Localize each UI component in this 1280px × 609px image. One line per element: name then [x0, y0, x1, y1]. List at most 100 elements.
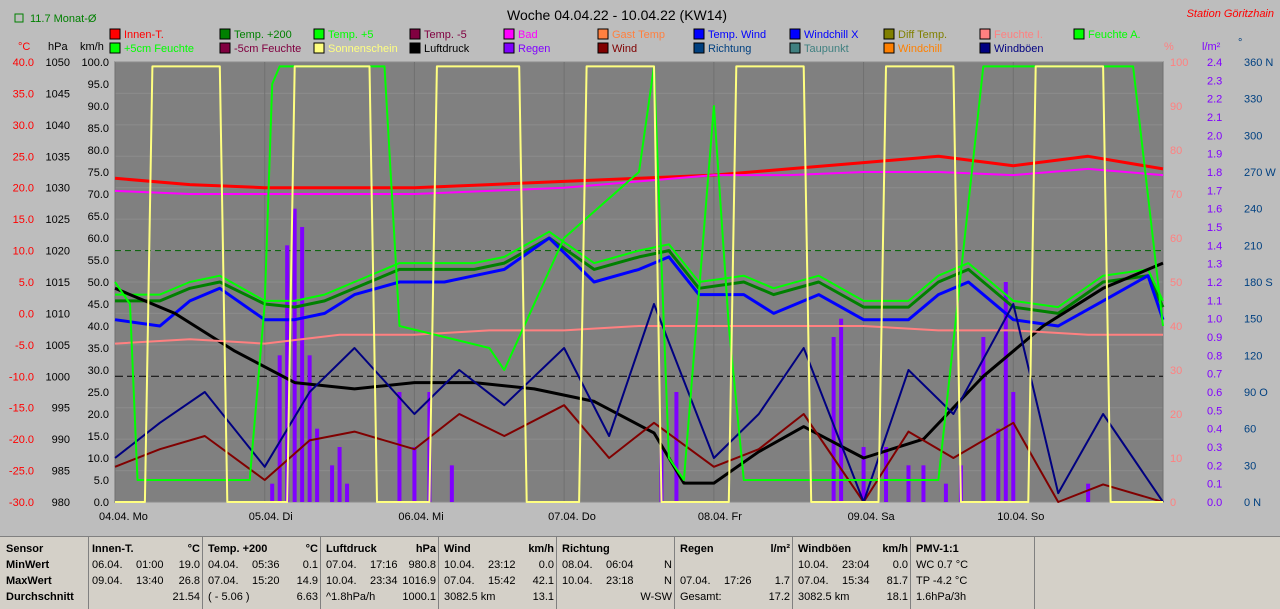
stats-cell: ^1.8hPa/h — [326, 591, 376, 603]
tick-hpa: 1010 — [46, 308, 70, 320]
tick-hpa: 980 — [52, 497, 70, 509]
tick-rain: 2.0 — [1207, 130, 1222, 142]
stats-cell: 07.04. — [444, 575, 475, 587]
stats-cell: ( - 5.06 ) — [208, 591, 250, 603]
rain-bar — [330, 465, 335, 502]
stats-cell: 17:16 — [370, 559, 398, 571]
legend-swatch — [693, 28, 705, 40]
tick-kmh: 10.0 — [88, 453, 109, 465]
stats-panel: Sensor MinWert MaxWert Durchschnitt Inne… — [0, 536, 1280, 609]
tick-kmh: 55.0 — [88, 255, 109, 267]
stats-cell: 0.0 — [538, 559, 554, 571]
legend-swatch — [1073, 28, 1085, 40]
tick-kmh: 35.0 — [88, 343, 109, 355]
stats-row: TP -4.2 °C — [916, 573, 1036, 589]
stats-block-title: Temp. +200 °C — [208, 543, 318, 555]
divider — [438, 537, 439, 609]
legend-label: Windböen — [994, 43, 1044, 55]
stats-cell: 13:40 — [136, 575, 164, 587]
tick-direction: 360 N — [1244, 57, 1273, 69]
stats-block-title: Innen-T. °C — [92, 543, 200, 555]
stats-cell: 15:34 — [842, 575, 870, 587]
tick-rain: 0.4 — [1207, 424, 1222, 436]
tick-rain: 0.9 — [1207, 332, 1222, 344]
legend-swatch — [979, 42, 991, 54]
stats-row: 1.6hPa/3h — [916, 589, 1036, 605]
tick-rain: 1.5 — [1207, 222, 1222, 234]
tick-kmh: 20.0 — [88, 409, 109, 421]
stats-block: Temp. +200 °C 04.04. 05:36 0.1 07.04. 15:20 14.… — [208, 541, 322, 605]
tick-celsius: -5.0 — [15, 340, 34, 352]
legend-label: +5cm Feuchte — [124, 43, 194, 55]
tick-direction: 0 N — [1244, 497, 1261, 509]
stats-cell: 13.1 — [532, 591, 554, 603]
tick-rain: 1.3 — [1207, 259, 1222, 271]
tick-kmh: 0.0 — [94, 497, 109, 509]
tick-kmh: 70.0 — [88, 189, 109, 201]
stats-block-title: Windböen km/h — [798, 543, 908, 555]
legend-label: Temp. +200 — [234, 29, 292, 41]
tick-day: 08.04. Fr — [698, 511, 742, 523]
tick-percent: 60 — [1170, 233, 1182, 245]
tick-rain: 2.3 — [1207, 75, 1222, 87]
unit-kmh: km/h — [80, 41, 104, 53]
legend-swatch — [597, 28, 609, 40]
tick-direction: 210 — [1244, 240, 1262, 252]
tick-kmh: 5.0 — [94, 475, 109, 487]
stats-cell: 23:18 — [606, 575, 634, 587]
rain-bar — [307, 355, 312, 502]
rain-bar — [270, 483, 275, 502]
sensor-title: Sensor — [6, 543, 44, 555]
tick-percent: 100 — [1170, 57, 1188, 69]
stats-row: 3082.5 km 18.1 — [798, 589, 912, 605]
stats-row: 07.04. 17:26 1.7 — [680, 573, 794, 589]
series-line-bad — [114, 167, 1164, 195]
legend-label: Wind — [612, 43, 637, 55]
sensor-column: Sensor MinWert MaxWert Durchschnitt — [6, 541, 90, 605]
legend-label: Windchill — [898, 43, 942, 55]
stats-cell: 1000.1 — [402, 591, 436, 603]
tick-celsius: 40.0 — [13, 57, 34, 69]
stats-block: Innen-T. °C 06.04. 01:00 19.0 09.04. 13:40 26.8… — [92, 541, 204, 605]
sensor-row-max: MaxWert — [6, 575, 52, 587]
tick-rain: 2.2 — [1207, 94, 1222, 106]
divider — [792, 537, 793, 609]
tick-rain: 0.3 — [1207, 442, 1222, 454]
legend-swatch — [219, 42, 231, 54]
tick-percent: 50 — [1170, 277, 1182, 289]
stats-cell: 1.7 — [774, 575, 790, 587]
rain-bar — [943, 483, 948, 502]
tick-hpa: 1015 — [46, 277, 70, 289]
stats-cell: 3082.5 km — [444, 591, 496, 603]
tick-hpa: 995 — [52, 403, 70, 415]
rain-bar — [831, 337, 836, 502]
stats-row: W-SW — [562, 589, 676, 605]
rain-bar — [921, 465, 926, 502]
stats-row: 10.04. 23:34 1016.9 — [326, 573, 440, 589]
tick-rain: 2.4 — [1207, 57, 1222, 69]
tick-rain: 0.0 — [1207, 497, 1222, 509]
tick-rain: 2.1 — [1207, 112, 1222, 124]
month-avg-swatch — [14, 13, 24, 23]
stats-cell: 04.04. — [208, 559, 239, 571]
tick-kmh: 30.0 — [88, 365, 109, 377]
stats-cell: 01:00 — [136, 559, 164, 571]
divider — [1034, 537, 1035, 609]
stats-row: Gesamt: 17.2 — [680, 589, 794, 605]
stats-row: 07.04. 15:20 14.9 — [208, 573, 322, 589]
stats-block: Richtung 08.04. 06:04 N 10.04. 23:18 N W-SW — [562, 541, 676, 605]
stats-cell: 21.54 — [172, 591, 200, 603]
stats-cell: N — [664, 575, 672, 587]
unit-hpa: hPa — [48, 41, 68, 53]
tick-percent: 70 — [1170, 189, 1182, 201]
tick-day: 06.04. Mi — [398, 511, 443, 523]
tick-direction: 90 O — [1244, 387, 1268, 399]
tick-direction: 60 — [1244, 424, 1256, 436]
legend-label: Regen — [518, 43, 550, 55]
stats-cell: 23:12 — [488, 559, 516, 571]
legend-label: Taupunkt — [804, 43, 849, 55]
divider — [556, 537, 557, 609]
stats-cell: N — [664, 559, 672, 571]
tick-hpa: 1045 — [46, 88, 70, 100]
sensor-row-min: MinWert — [6, 559, 50, 571]
